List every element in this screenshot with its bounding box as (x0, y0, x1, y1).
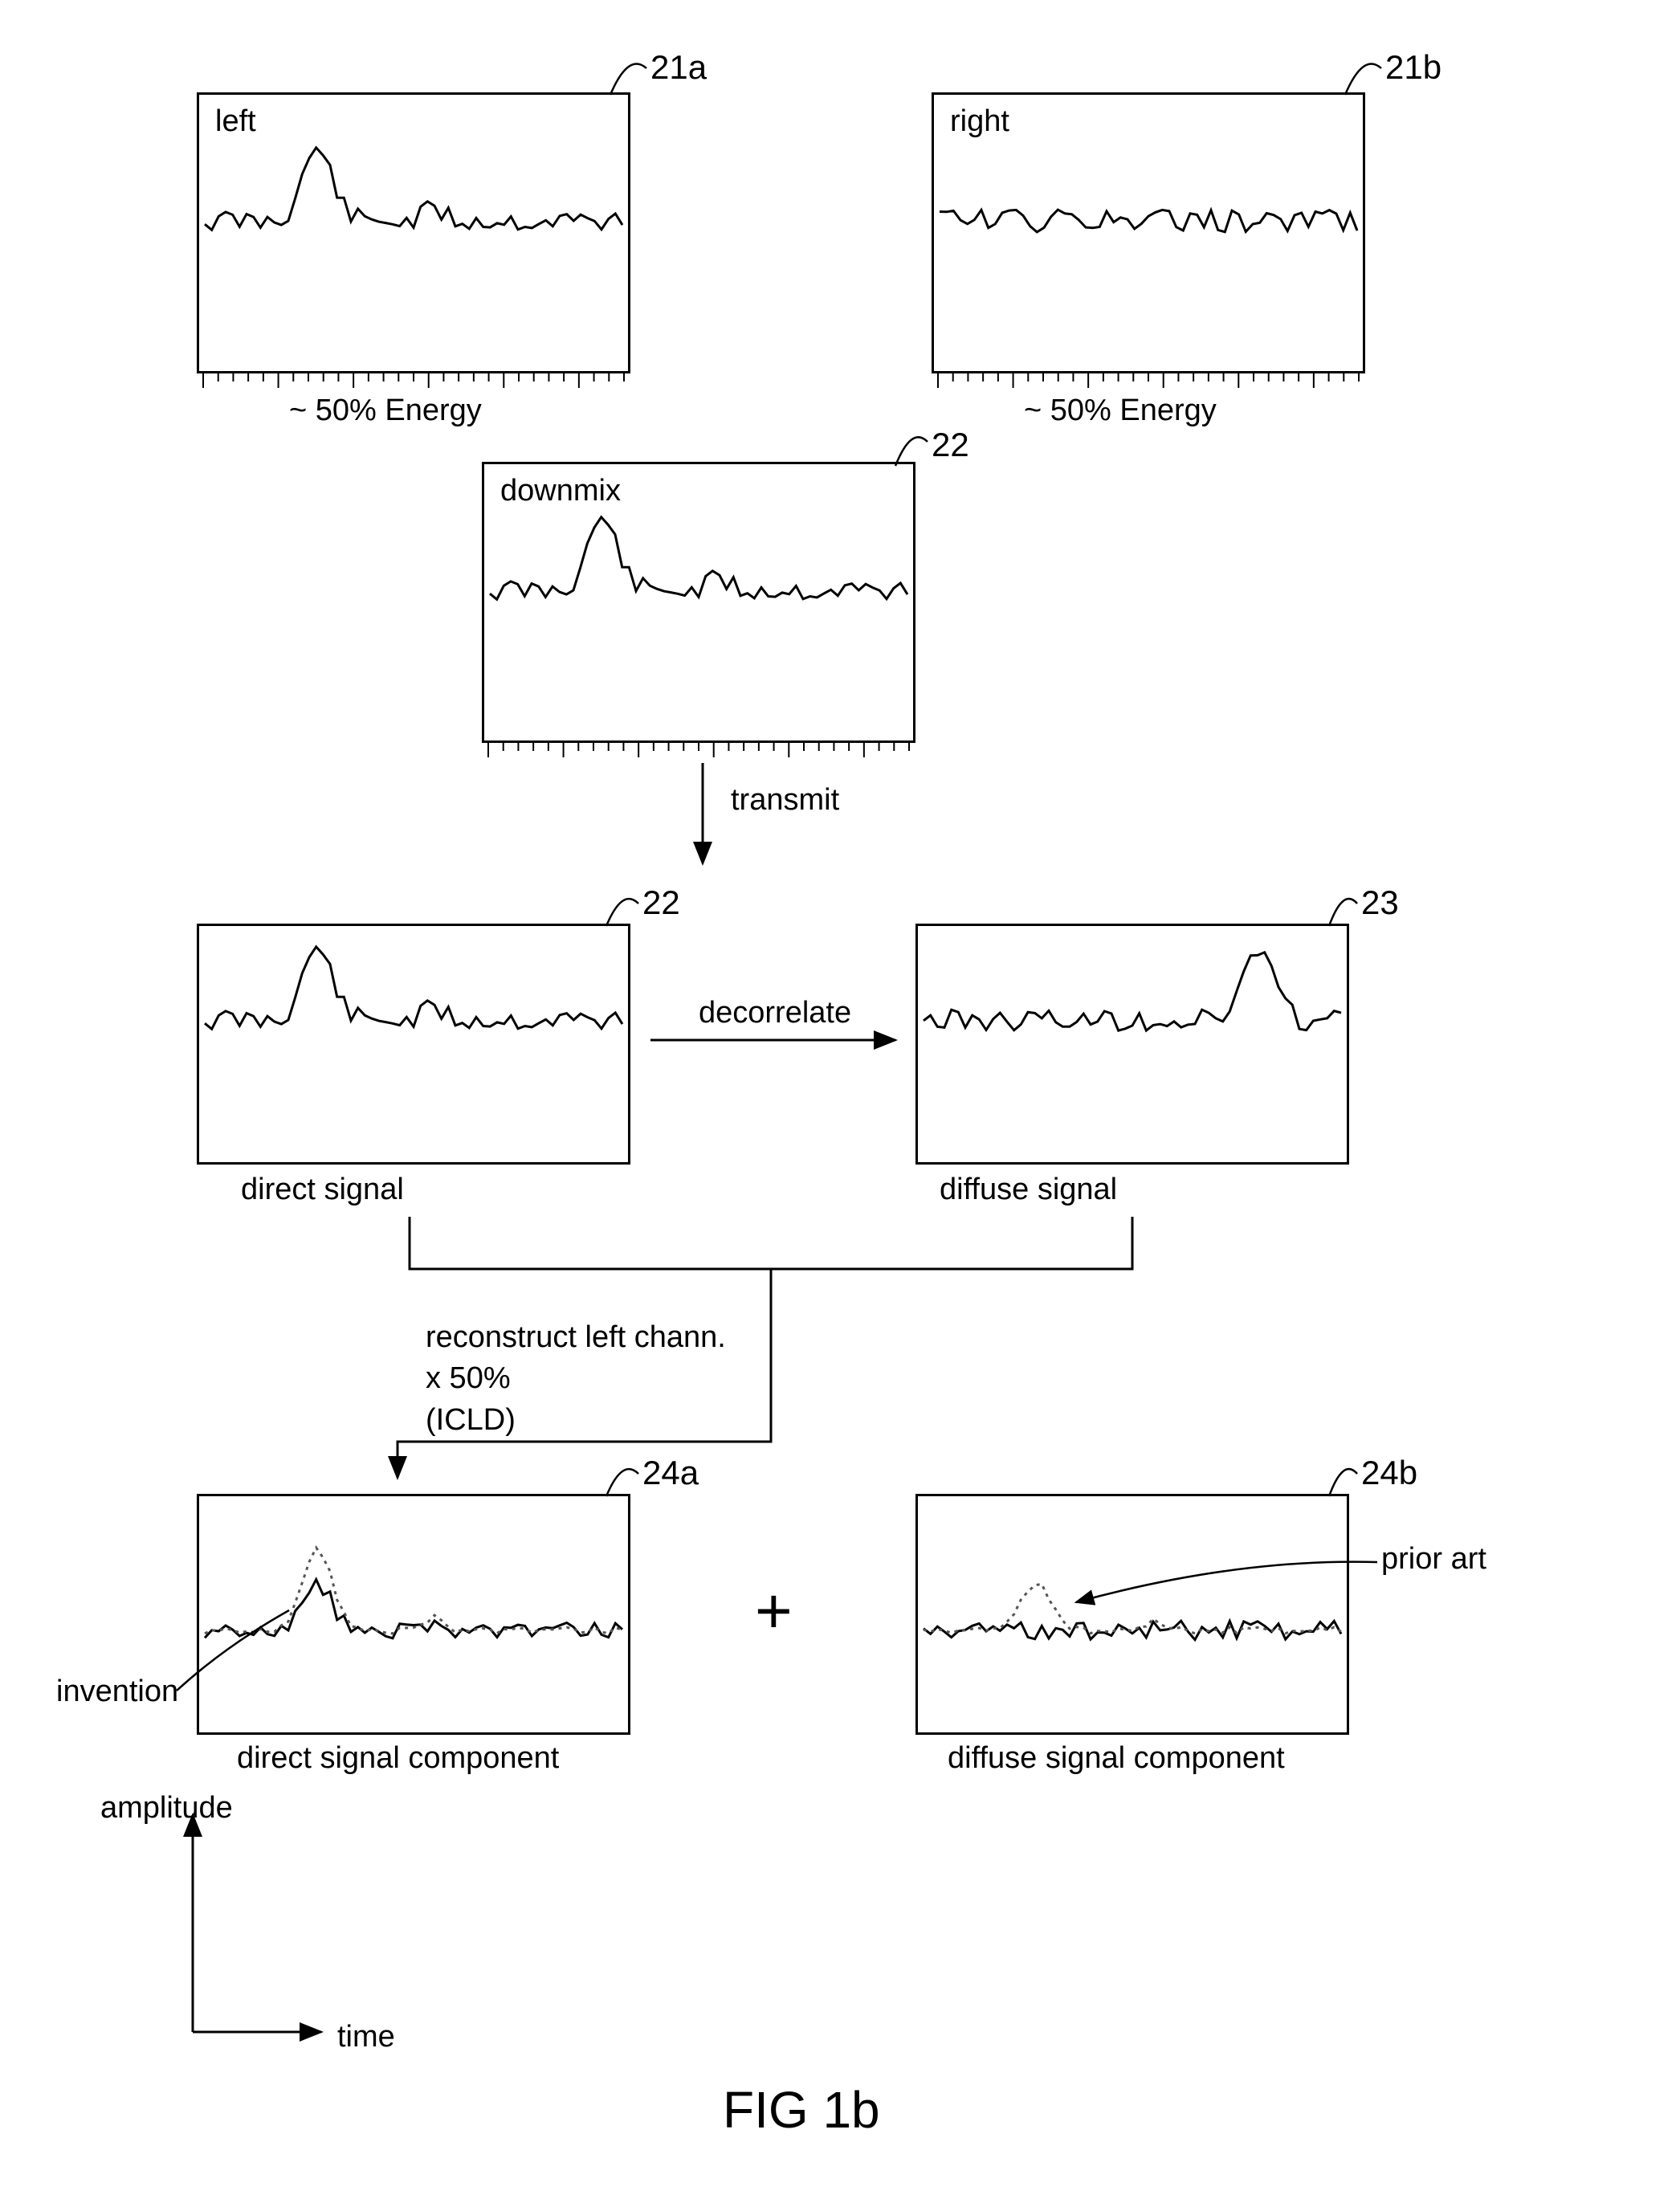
figure-container: left right downmix 21a 21b 22 22 23 24a … (32, 32, 1648, 2167)
figure-title: FIG 1b (723, 2080, 880, 2140)
ref-24a: 24a (642, 1454, 699, 1492)
axis-x-label: time (337, 2020, 395, 2054)
panel-21a-title: left (215, 104, 256, 139)
label-transmit: transmit (731, 783, 839, 818)
panel-21b: right (932, 92, 1365, 373)
ref-22-mid: 22 (642, 883, 680, 922)
ref-22-top: 22 (932, 426, 969, 464)
panel-24a (197, 1494, 630, 1735)
panel-22-title: downmix (500, 474, 621, 508)
axis-y-label: amplitude (100, 1791, 233, 1826)
annotation-invention: invention (56, 1675, 178, 1709)
panel-21b-title: right (950, 104, 1009, 139)
ref-21a: 21a (650, 48, 707, 87)
panel-22-mid (197, 924, 630, 1165)
panel-21a: left (197, 92, 630, 373)
caption-21b: ~ 50% Energy (1024, 394, 1217, 428)
caption-21a: ~ 50% Energy (289, 394, 482, 428)
caption-24a: direct signal component (237, 1741, 559, 1776)
label-decorrelate: decorrelate (699, 996, 851, 1030)
caption-22-mid: direct signal (241, 1173, 404, 1207)
panel-23 (915, 924, 1349, 1165)
caption-24b: diffuse signal component (948, 1741, 1285, 1776)
panel-22-top: downmix (482, 462, 915, 743)
ref-21b: 21b (1385, 48, 1441, 87)
label-reconstruct: reconstruct left chann. x 50% (ICLD) (426, 1317, 726, 1441)
caption-23: diffuse signal (940, 1173, 1117, 1207)
annotation-prior-art: prior art (1381, 1542, 1486, 1577)
ref-23: 23 (1361, 883, 1399, 922)
plus-symbol: + (755, 1574, 793, 1648)
panel-24b (915, 1494, 1349, 1735)
ref-24b: 24b (1361, 1454, 1417, 1492)
